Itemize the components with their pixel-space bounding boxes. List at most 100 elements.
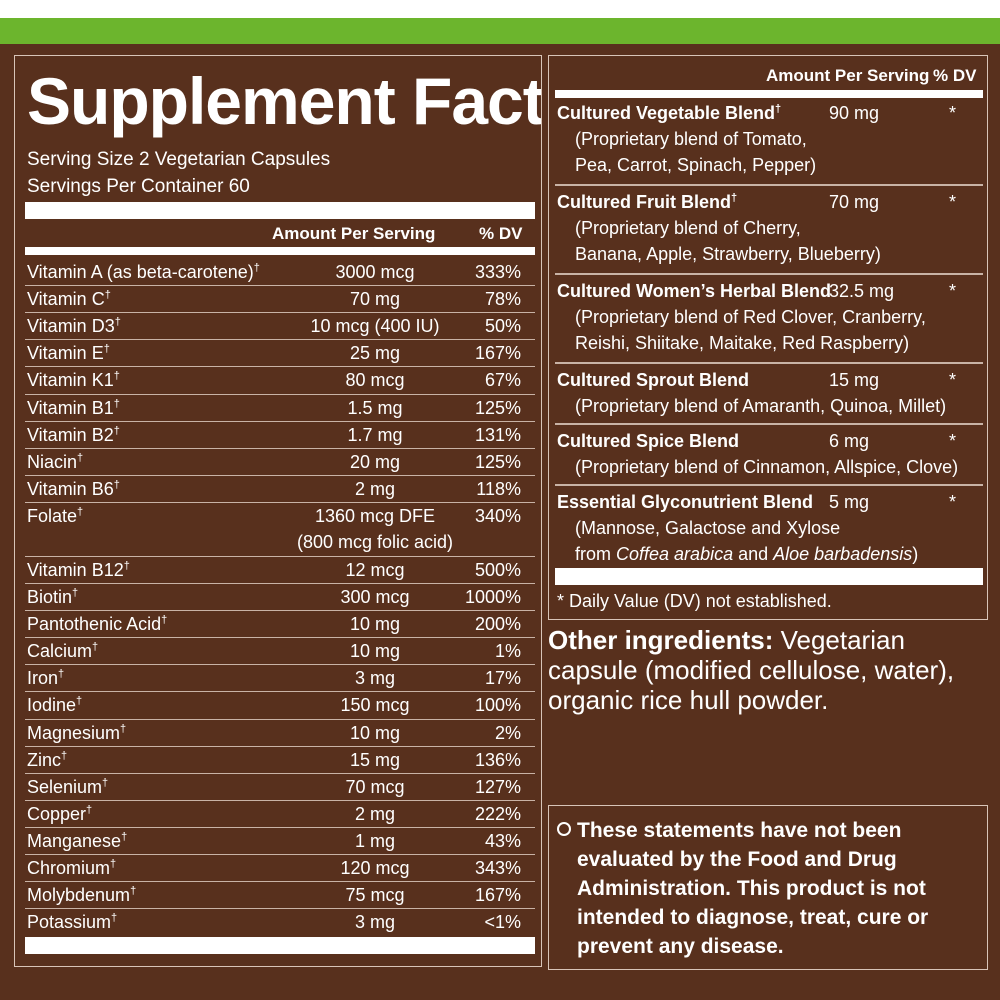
nutrient-amount: 75 mcg — [345, 885, 405, 906]
nutrient-name: Niacin† — [27, 451, 84, 472]
top-white-strip — [0, 0, 1000, 18]
blend-divider — [555, 273, 983, 275]
nutrient-amount: 70 mg — [349, 289, 401, 310]
row-divider — [25, 583, 535, 584]
nutrient-dv: 43% — [484, 830, 521, 851]
nutrient-dv: 125% — [474, 397, 521, 418]
medium-divider — [25, 247, 535, 255]
nutrient-name: Vitamin D3† — [27, 316, 121, 337]
nutrient-name: Selenium† — [27, 776, 109, 797]
nutrient-name: Vitamin E† — [27, 343, 110, 364]
row-divider — [25, 474, 535, 476]
row-divider — [25, 854, 535, 855]
blend-amount: 32.5 mg — [829, 281, 895, 301]
nutrient-name: Zinc† — [27, 749, 68, 770]
blend-name: Cultured Vegetable Blend† — [557, 103, 782, 123]
blend-name: Cultured Spice Blend — [557, 431, 740, 451]
blend-description-line2: Pea, Carrot, Spinach, Pepper) — [575, 155, 817, 175]
nutrient-amount: 10 mg — [349, 614, 401, 635]
row-divider — [25, 637, 535, 639]
blends-header-dv: % DV — [933, 66, 977, 85]
blend-amount: 5 mg — [829, 492, 870, 512]
blend-divider — [555, 484, 983, 486]
header-dv: % DV — [479, 224, 523, 243]
nutrient-name: Pantothenic Acid† — [27, 614, 168, 635]
nutrient-amount: 120 mcg — [340, 858, 410, 878]
row-divider — [25, 420, 535, 422]
nutrient-name: Vitamin B12† — [27, 559, 130, 580]
nutrient-dv: 2% — [494, 722, 521, 743]
nutrient-name: Folate† — [27, 505, 84, 526]
nutrient-name: Biotin† — [27, 587, 79, 607]
other-ingredients-text: Vegetarian capsule (modified cellulose, … — [548, 625, 955, 715]
header-amount: Amount Per Serving — [272, 224, 436, 243]
blend-description: (Proprietary blend of Cherry, — [575, 218, 801, 238]
thick-divider-top — [25, 202, 535, 219]
nutrient-dv: 333% — [474, 262, 521, 282]
nutrient-dv: <1% — [484, 912, 521, 933]
fda-disclaimer-panel: These statements have not been evaluated… — [548, 805, 988, 970]
nutrient-name: Vitamin K1† — [27, 370, 120, 391]
blend-name: Essential Glyconutrient Blend — [557, 492, 814, 512]
top-green-band — [0, 18, 1000, 44]
nutrient-amount: 10 mg — [349, 641, 401, 662]
blends-panel: Amount Per Serving % DV * Daily Value (D… — [548, 55, 988, 620]
nutrient-name: Vitamin C† — [27, 289, 111, 310]
nutrient-name: Vitamin B6† — [27, 478, 120, 499]
nutrient-amount: 2 mg — [354, 478, 396, 499]
nutrient-amount: 3 mg — [354, 912, 396, 933]
nutrient-dv: 125% — [474, 451, 521, 472]
row-divider — [25, 664, 535, 666]
row-divider — [25, 826, 535, 828]
blend-divider — [555, 423, 983, 425]
nutrient-dv: 340% — [474, 505, 521, 526]
blend-name: Cultured Women’s Herbal Blend — [557, 281, 832, 301]
nutrient-amount: 15 mg — [349, 749, 401, 770]
nutrient-dv: 67% — [484, 370, 521, 391]
blend-dv: * — [949, 103, 957, 123]
nutrient-dv: 1000% — [464, 587, 521, 607]
servings-per-container: Servings Per Container 60 — [27, 176, 250, 197]
row-divider — [25, 366, 535, 368]
nutrient-name: Iodine† — [27, 695, 83, 716]
row-divider — [25, 908, 535, 910]
nutrient-amount: 70 mcg — [345, 776, 405, 797]
nutrient-amount: 300 mcg — [340, 587, 410, 607]
blend-amount: 6 mg — [829, 431, 870, 451]
nutrient-dv: 50% — [484, 316, 521, 337]
row-divider — [25, 285, 535, 287]
nutrient-amount: 1 mg — [354, 830, 396, 851]
row-divider — [25, 881, 535, 883]
blend-description: (Proprietary blend of Tomato, — [575, 129, 807, 149]
fda-statement: These statements have not been evaluated… — [577, 819, 929, 958]
blend-dv: * — [949, 281, 957, 301]
row-divider — [25, 555, 535, 557]
blend-dv: * — [949, 370, 957, 390]
row-divider — [25, 691, 535, 693]
nutrient-amount: 3000 mcg — [335, 262, 415, 282]
nutrient-dv: 118% — [476, 478, 521, 499]
nutrient-amount: 80 mcg — [345, 370, 405, 391]
blend-name: Cultured Fruit Blend† — [557, 192, 738, 212]
blend-name: Cultured Sprout Blend — [557, 370, 749, 390]
nutrient-amount-detail: (800 mcg folic acid) — [296, 531, 454, 552]
row-divider — [25, 501, 535, 503]
supplement-facts-panel: Supplement Facts Serving Size 2 Vegetari… — [14, 55, 542, 967]
nutrient-amount: 1.5 mg — [347, 397, 403, 418]
nutrient-name: Manganese† — [27, 830, 128, 851]
row-divider — [25, 339, 535, 341]
nutrient-name: Iron† — [27, 668, 65, 689]
nutrient-amount: 150 mcg — [340, 695, 410, 716]
blend-amount: 15 mg — [829, 370, 880, 390]
nutrient-name: Vitamin B1† — [27, 397, 120, 418]
row-divider — [25, 447, 535, 449]
nutrient-name: Molybdenum† — [27, 885, 137, 906]
serving-size: Serving Size 2 Vegetarian Capsules — [27, 149, 331, 170]
nutrient-amount: 1.7 mg — [347, 424, 403, 445]
circle-bullet-icon — [557, 822, 571, 836]
blend-dv: * — [949, 192, 957, 212]
blend-divider — [555, 362, 983, 364]
nutrient-dv: 167% — [474, 885, 521, 906]
nutrient-amount: 2 mg — [354, 803, 396, 824]
blend-description: (Proprietary blend of Amaranth, Quinoa, … — [575, 396, 947, 416]
